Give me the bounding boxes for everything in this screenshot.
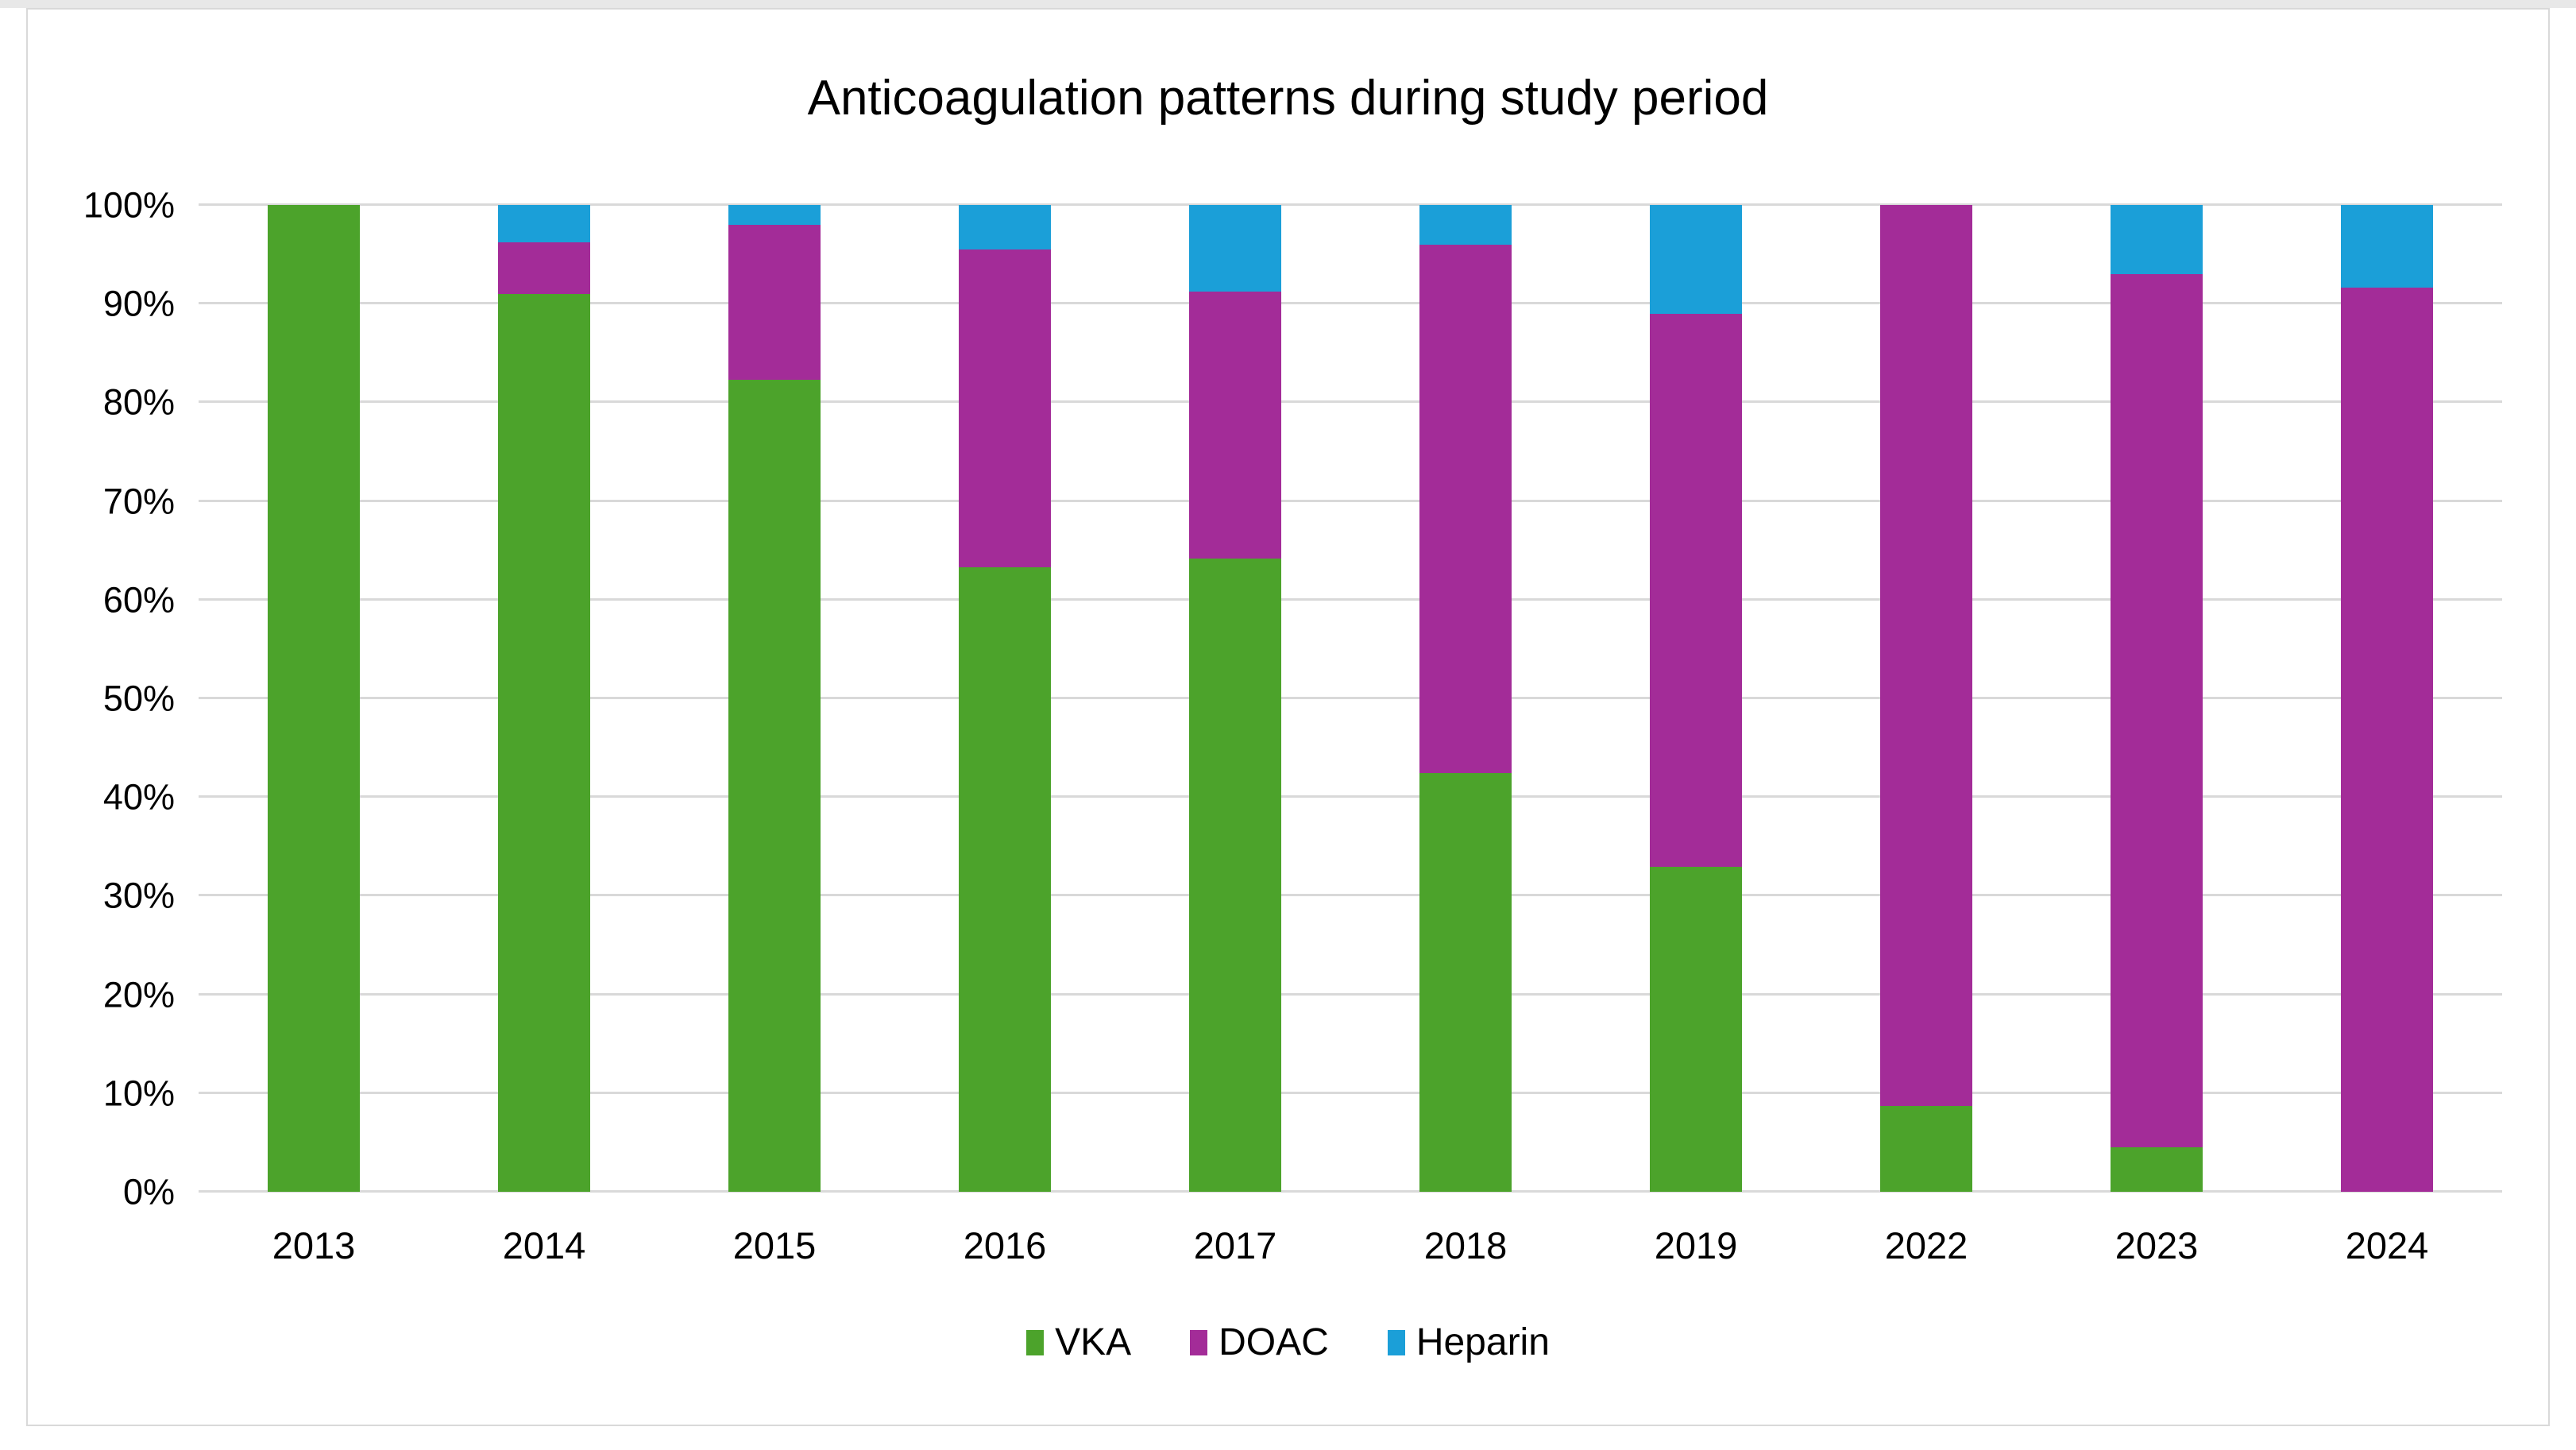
gridline-50% [199, 697, 2502, 699]
x-tick-label-2023: 2023 [2114, 1224, 2199, 1266]
bar-segment-2017-DOAC [1189, 292, 1281, 559]
chart-title: Anticoagulation patterns during study pe… [807, 71, 1769, 126]
bar-segment-2019-DOAC [1650, 313, 1742, 868]
y-tick-label-80%: 80% [102, 381, 175, 423]
x-tick-label-2013: 2013 [272, 1224, 356, 1266]
stacked-bar-2022 [1880, 205, 1972, 1192]
stacked-bar-2017 [1189, 205, 1281, 1192]
y-tick-label-0%: 0% [122, 1171, 175, 1212]
legend: VKA DOAC Heparin [0, 1324, 2576, 1362]
x-tick-label-2016: 2016 [963, 1224, 1047, 1266]
bar-segment-2022-DOAC [1880, 205, 1972, 1106]
gridline-90% [199, 302, 2502, 305]
bars-row [199, 205, 2502, 1192]
window-edge-strip [0, 0, 2576, 8]
y-tick-label-40%: 40% [102, 776, 175, 818]
gridline-100% [199, 203, 2502, 206]
gridline-70% [199, 499, 2502, 502]
bar-segment-2018-VKA [1419, 773, 1512, 1192]
legend-swatch-icon-VKA [1026, 1330, 1045, 1355]
gridline-60% [199, 597, 2502, 601]
stacked-bar-2019 [1650, 205, 1742, 1192]
legend-item-DOAC: DOAC [1190, 1324, 1329, 1362]
bar-segment-2014-DOAC [498, 242, 590, 294]
bar-segment-2014-VKA [498, 293, 590, 1192]
stacked-bar-2023 [2111, 205, 2203, 1192]
bar-segment-2014-Heparin [498, 205, 590, 243]
x-tick-label-2022: 2022 [1884, 1224, 1968, 1266]
legend-label-VKA: VKA [1055, 1321, 1132, 1363]
y-tick-label-100%: 100% [83, 184, 175, 226]
bar-slot-2024 [2272, 205, 2502, 1192]
bar-segment-2023-Heparin [2111, 205, 2203, 274]
bar-slot-2016 [890, 205, 1120, 1192]
y-tick-label-60%: 60% [102, 579, 175, 621]
x-tick-label-2014: 2014 [502, 1224, 586, 1266]
x-tick-label-2019: 2019 [1654, 1224, 1738, 1266]
bar-segment-2016-Heparin [959, 205, 1051, 249]
y-tick-label-20%: 20% [102, 974, 175, 1015]
x-tick-label-2017: 2017 [1193, 1224, 1277, 1266]
stacked-bar-2024 [2341, 205, 2433, 1192]
gridline-20% [199, 992, 2502, 996]
legend-item-Heparin: Heparin [1387, 1321, 1550, 1363]
bar-segment-2015-VKA [728, 379, 821, 1192]
bar-slot-2022 [1811, 205, 2041, 1192]
y-tick-label-50%: 50% [102, 678, 175, 719]
bar-segment-2016-DOAC [959, 249, 1051, 567]
stacked-bar-2015 [728, 205, 821, 1192]
bar-slot-2023 [2041, 205, 2272, 1192]
stacked-bar-2016 [959, 205, 1051, 1192]
legend-label-Heparin: Heparin [1415, 1321, 1550, 1363]
gridline-0% [199, 1190, 2502, 1193]
bar-slot-2013 [199, 205, 429, 1192]
bar-segment-2017-Heparin [1189, 205, 1281, 292]
x-axis: 2013 2014 2015 2016 2017 2018 2019 2022 2023 2024 [199, 1224, 2502, 1267]
bar-segment-2019-VKA [1650, 867, 1742, 1192]
bar-slot-2014 [429, 205, 659, 1192]
y-tick-label-10%: 10% [102, 1073, 175, 1114]
bar-segment-2024-Heparin [2341, 205, 2433, 288]
bar-segment-2017-VKA [1189, 558, 1281, 1192]
bar-segment-2015-DOAC [728, 224, 821, 380]
bar-slot-2015 [659, 205, 890, 1192]
bar-segment-2024-DOAC [2341, 288, 2433, 1192]
bar-segment-2019-Heparin [1650, 205, 1742, 314]
x-tick-label-2024: 2024 [2345, 1224, 2429, 1266]
gridline-40% [199, 795, 2502, 798]
bar-segment-2016-VKA [959, 566, 1051, 1192]
bar-segment-2018-Heparin [1419, 205, 1512, 245]
gridline-80% [199, 400, 2502, 404]
y-tick-label-70%: 70% [102, 481, 175, 522]
bar-slot-2018 [1350, 205, 1581, 1192]
bar-slot-2019 [1581, 205, 1811, 1192]
legend-item-VKA: VKA [1026, 1324, 1131, 1362]
x-tick-label-2018: 2018 [1423, 1224, 1508, 1266]
bar-segment-2023-DOAC [2111, 273, 2203, 1148]
bar-segment-2013-VKA [268, 205, 360, 1192]
bar-segment-2018-DOAC [1419, 244, 1512, 774]
legend-swatch-icon-Heparin [1387, 1330, 1405, 1355]
gridline-30% [199, 894, 2502, 897]
y-tick-label-30%: 30% [102, 875, 175, 916]
legend-label-DOAC: DOAC [1218, 1321, 1329, 1363]
bar-segment-2015-Heparin [728, 205, 821, 225]
plot-area [199, 203, 2502, 1193]
stacked-bar-2014 [498, 205, 590, 1192]
bar-segment-2023-VKA [2111, 1147, 2203, 1192]
x-tick-label-2015: 2015 [732, 1224, 817, 1266]
bar-slot-2017 [1120, 205, 1350, 1192]
stacked-bar-2013 [268, 205, 360, 1192]
y-tick-label-90%: 90% [102, 283, 175, 324]
stacked-bar-2018 [1419, 205, 1512, 1192]
bar-segment-2022-VKA [1880, 1105, 1972, 1192]
legend-swatch-icon-DOAC [1190, 1330, 1208, 1355]
gridline-10% [199, 1091, 2502, 1094]
y-axis: 0% 10% 20% 30% 40% 50% 60% 70% 80% 90% 100% [24, 188, 175, 1210]
